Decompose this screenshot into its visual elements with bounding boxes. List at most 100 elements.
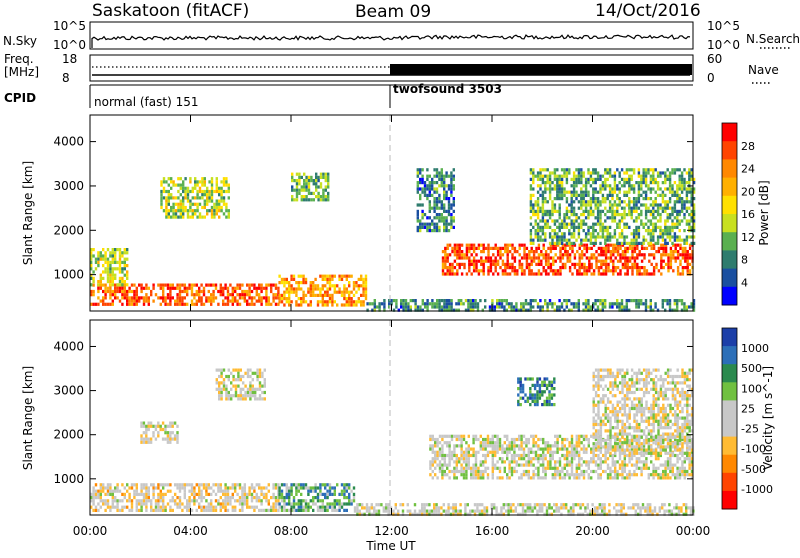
velocity-echo-cell: [356, 503, 358, 506]
power-echo-cell: [187, 200, 189, 203]
power-echo-cell: [611, 175, 613, 178]
velocity-echo-cell: [169, 499, 171, 502]
power-echo-cell: [630, 299, 632, 302]
velocity-echo-cell: [537, 476, 539, 479]
power-echo-cell: [429, 191, 431, 194]
power-echo-cell: [133, 296, 135, 299]
power-echo-cell: [679, 184, 681, 187]
power-echo-cell: [559, 191, 561, 194]
power-echo-cell: [631, 175, 633, 178]
velocity-echo-cell: [387, 506, 389, 509]
power-echo-cell: [607, 247, 609, 250]
power-echo-cell: [616, 197, 618, 200]
power-echo-cell: [595, 197, 597, 200]
velocity-echo-cell: [601, 506, 603, 509]
velocity-echo-cell: [479, 503, 481, 506]
power-echo-cell: [218, 203, 220, 206]
power-echo-cell: [616, 239, 618, 242]
power-echo-cell: [599, 191, 601, 194]
power-echo-cell: [686, 200, 688, 203]
velocity-echo-cell: [155, 499, 157, 502]
velocity-echo-cell: [128, 496, 130, 499]
velocity-echo-cell: [188, 502, 190, 505]
power-echo-cell: [559, 266, 561, 269]
power-echo-cell: [602, 200, 604, 203]
power-echo-cell: [535, 232, 537, 235]
power-echo-cell: [442, 260, 444, 263]
power-echo-cell: [358, 278, 360, 281]
velocity-echo-cell: [518, 435, 520, 438]
power-echo-cell: [348, 275, 350, 278]
power-echo-cell: [592, 197, 594, 200]
power-echo-cell: [674, 181, 676, 184]
velocity-echo-cell: [302, 486, 304, 489]
velocity-echo-cell: [465, 460, 467, 463]
velocity-echo-cell: [635, 510, 637, 513]
velocity-echo-cell: [217, 499, 219, 502]
power-echo-cell: [436, 299, 438, 302]
power-echo-cell: [580, 178, 582, 181]
power-echo-cell: [239, 293, 241, 296]
power-echo-cell: [369, 302, 371, 305]
power-echo-cell: [633, 299, 635, 302]
velocity-echo-cell: [247, 369, 249, 372]
power-echo-cell: [543, 253, 545, 256]
power-echo-cell: [580, 213, 582, 216]
power-echo-cell: [177, 209, 179, 212]
power-echo-cell: [334, 291, 336, 294]
power-echo-cell: [657, 203, 659, 206]
power-echo-cell: [124, 251, 126, 254]
velocity-echo-cell: [191, 493, 193, 496]
velocity-echo-cell: [215, 509, 217, 512]
power-echo-cell: [168, 190, 170, 193]
velocity-echo-cell: [174, 493, 176, 496]
power-echo-cell: [609, 168, 611, 171]
power-echo-cell: [331, 284, 333, 287]
power-echo-cell: [612, 244, 614, 247]
power-echo-cell: [569, 253, 571, 256]
power-echo-cell: [619, 256, 621, 259]
power-echo-cell: [102, 264, 104, 267]
power-echo-cell: [504, 250, 506, 253]
power-echo-cell: [374, 302, 376, 305]
power-echo-cell: [585, 187, 587, 190]
velocity-echo-cell: [368, 510, 370, 513]
velocity-echo-cell: [100, 490, 102, 493]
power-echo-cell: [636, 253, 638, 256]
velocity-echo-cell: [338, 509, 340, 512]
power-echo-cell: [674, 239, 676, 242]
power-echo-cell: [275, 296, 277, 299]
power-echo-cell: [683, 187, 685, 190]
power-echo-cell: [160, 180, 162, 183]
velocity-echo-cell: [544, 454, 546, 457]
velocity-echo-cell: [268, 502, 270, 505]
power-echo-cell: [686, 219, 688, 222]
velocity-echo-cell: [475, 457, 477, 460]
velocity-echo-cell: [251, 486, 253, 489]
power-echo-cell: [302, 281, 304, 284]
velocity-echo-cell: [298, 506, 300, 509]
power-echo-cell: [107, 261, 109, 264]
velocity-echo-cell: [544, 448, 546, 451]
power-echo-cell: [669, 178, 671, 181]
velocity-echo-cell: [259, 375, 261, 378]
velocity-echo-cell: [356, 506, 358, 509]
power-echo-cell: [652, 171, 654, 174]
freq-tick-top: 18: [62, 52, 77, 66]
velocity-echo-cell: [541, 503, 543, 506]
power-echo-cell: [616, 299, 618, 302]
power-echo-cell: [102, 277, 104, 280]
power-echo-cell: [539, 299, 541, 302]
power-echo-cell: [666, 299, 668, 302]
power-echo-cell: [468, 247, 470, 250]
power-echo-cell: [663, 253, 665, 256]
power-echo-cell: [602, 299, 604, 302]
power-echo-cell: [170, 177, 172, 180]
power-echo-cell: [609, 207, 611, 210]
power-echo-cell: [168, 216, 170, 219]
power-echo-cell: [334, 284, 336, 287]
power-echo-cell: [191, 303, 193, 306]
power-echo-cell: [169, 293, 171, 296]
power-echo-cell: [592, 235, 594, 238]
power-echo-cell: [433, 175, 435, 178]
